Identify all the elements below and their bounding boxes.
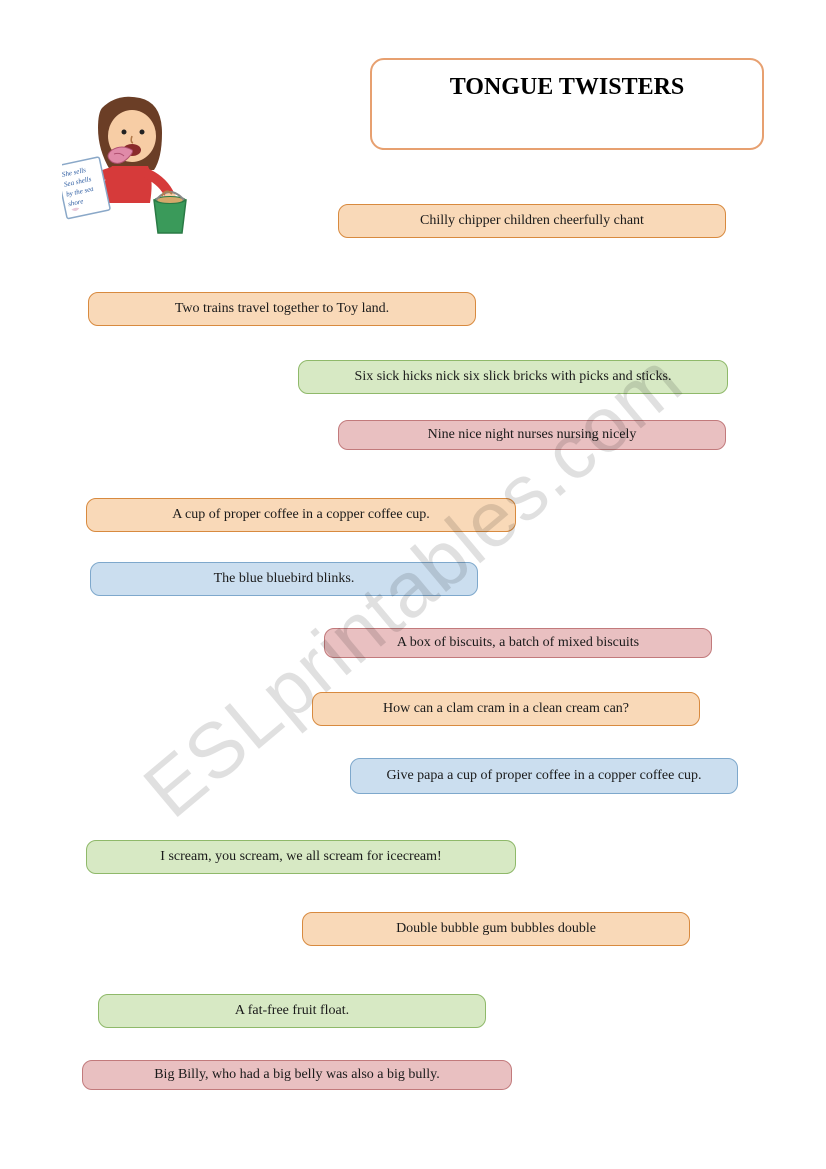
twister-box-3: Nine nice night nurses nursing nicely: [338, 420, 726, 450]
twister-box-9: I scream, you scream, we all scream for …: [86, 840, 516, 874]
twister-box-2: Six sick hicks nick six slick bricks wit…: [298, 360, 728, 394]
page-title: TONGUE TWISTERS: [372, 74, 762, 101]
twister-box-11: A fat-free fruit float.: [98, 994, 486, 1028]
twister-box-5: The blue bluebird blinks.: [90, 562, 478, 596]
twister-box-10: Double bubble gum bubbles double: [302, 912, 690, 946]
twister-box-6: A box of biscuits, a batch of mixed bisc…: [324, 628, 712, 658]
twister-box-12: Big Billy, who had a big belly was also …: [82, 1060, 512, 1090]
tongue-twister-illustration: She sells Sea shells by the sea shore: [62, 88, 202, 238]
twister-box-4: A cup of proper coffee in a copper coffe…: [86, 498, 516, 532]
title-box: TONGUE TWISTERS: [370, 58, 764, 150]
twister-box-1: Two trains travel together to Toy land.: [88, 292, 476, 326]
twister-box-7: How can a clam cram in a clean cream can…: [312, 692, 700, 726]
twister-box-8: Give papa a cup of proper coffee in a co…: [350, 758, 738, 794]
twister-box-0: Chilly chipper children cheerfully chant: [338, 204, 726, 238]
